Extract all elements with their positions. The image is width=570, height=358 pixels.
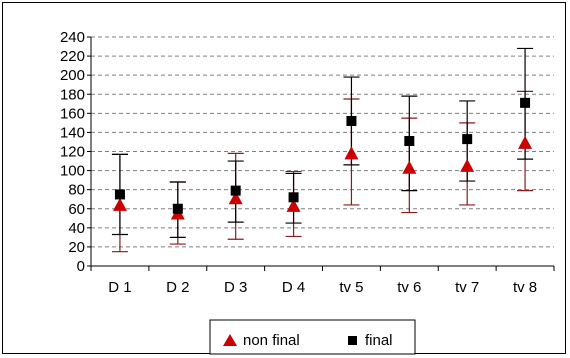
- legend-square-icon: [348, 336, 357, 345]
- y-tick-label: 220: [60, 48, 85, 65]
- data-point-final: [172, 203, 183, 214]
- y-tick-label: 60: [68, 201, 85, 218]
- x-tick-label: tv 8: [513, 279, 537, 296]
- y-tick-label: 100: [60, 163, 85, 180]
- data-point-final: [114, 189, 125, 200]
- x-tick-label: D 2: [166, 279, 189, 296]
- y-tick-label: 20: [68, 239, 85, 256]
- legend: non final final: [209, 319, 416, 355]
- x-tick-labels: D 1 D 2 D 3 D 4 tv 5 tv 6 tv 7 tv 8: [108, 279, 537, 296]
- x-tick-label: D 1: [108, 279, 131, 296]
- legend-label-final: final: [365, 332, 393, 349]
- x-tick-label: tv 7: [455, 279, 479, 296]
- chart-frame: [2, 2, 566, 354]
- y-tick-label: 40: [68, 220, 85, 237]
- data-point-final: [230, 185, 241, 196]
- y-tick-label: 160: [60, 105, 85, 122]
- legend-box: [209, 319, 416, 355]
- data-point-final: [462, 134, 473, 145]
- data-point-non-final: [518, 135, 533, 149]
- grid-lines: [91, 36, 554, 248]
- data-point-non-final: [344, 146, 359, 160]
- y-tick-label: 240: [60, 29, 85, 46]
- legend-triangle-icon: [223, 334, 237, 346]
- y-tick-label: 0: [77, 258, 85, 275]
- data-point-final: [288, 192, 299, 203]
- x-tick-label: tv 5: [339, 279, 363, 296]
- data-point-final: [346, 115, 357, 126]
- x-tick-label: D 4: [282, 279, 305, 296]
- data-point-final: [404, 136, 415, 147]
- x-tick-label: D 3: [224, 279, 247, 296]
- y-tick-label: 120: [60, 144, 85, 161]
- data-point-final: [520, 97, 531, 108]
- y-tick-labels: 0 20 40 60 80 100 120 140 160 180 200 220 240: [60, 29, 85, 275]
- legend-label-non-final: non final: [243, 332, 300, 349]
- error-bars: [111, 47, 534, 253]
- data-point-non-final: [112, 197, 127, 211]
- y-tick-label: 140: [60, 124, 85, 141]
- data-point-non-final: [402, 160, 417, 174]
- y-tick-label: 180: [60, 86, 85, 103]
- data-point-non-final: [286, 198, 301, 212]
- y-tick-label: 200: [60, 67, 85, 84]
- y-tick-label: 80: [68, 182, 85, 199]
- data-markers: [112, 97, 533, 220]
- axes: [87, 36, 555, 271]
- data-point-non-final: [228, 191, 243, 205]
- data-point-non-final: [460, 158, 475, 172]
- x-tick-label: tv 6: [397, 279, 421, 296]
